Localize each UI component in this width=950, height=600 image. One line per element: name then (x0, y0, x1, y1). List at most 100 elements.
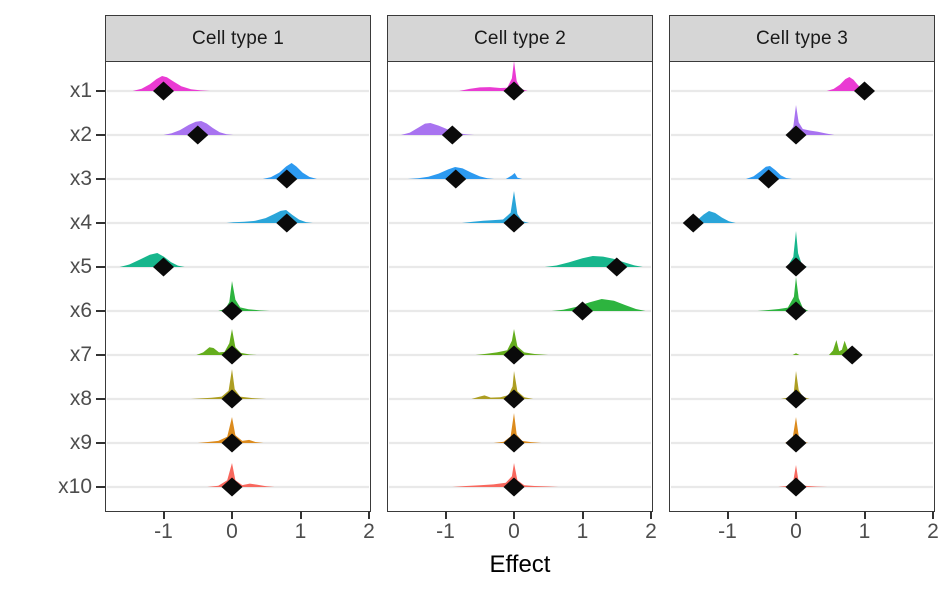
panel-canvas (670, 76, 933, 496)
facet-strip-cell-type-3: Cell type 3 (669, 15, 935, 62)
estimate-diamond-x7 (503, 345, 524, 364)
x-axis-tick (231, 511, 233, 519)
density-x2 (786, 104, 834, 135)
density-x5 (119, 252, 185, 267)
x-axis-tick (863, 511, 866, 519)
x-axis-tick-label: 1 (858, 520, 871, 543)
estimate-diamond-x1 (853, 81, 875, 100)
y-axis-tick (96, 310, 105, 312)
y-axis-label-x8: x8 (69, 387, 92, 410)
estimate-diamond-x6 (221, 301, 242, 320)
estimate-diamond-x2 (441, 125, 463, 144)
density-x9 (197, 416, 263, 443)
y-axis-label-x2: x2 (69, 123, 92, 146)
density-x4 (226, 209, 313, 223)
estimate-diamond-x4 (682, 213, 704, 232)
x-axis-tick-label: 1 (576, 520, 589, 543)
facet-strip-cell-type-2: Cell type 2 (387, 15, 653, 62)
y-axis-tick (96, 398, 105, 400)
estimate-diamond-x10 (503, 477, 524, 496)
density-x6 (551, 298, 645, 311)
estimate-diamond-x2 (186, 125, 208, 144)
x-axis-tick-label: -1 (436, 520, 455, 543)
x-axis-tick (932, 511, 934, 519)
y-axis-label-x7: x7 (69, 343, 92, 366)
y-axis-label-x4: x4 (69, 211, 92, 234)
x-axis-tick (299, 511, 302, 519)
estimate-diamond-x8 (221, 389, 242, 408)
density-x6 (217, 280, 270, 311)
y-axis-tick (96, 90, 105, 92)
density-x8 (471, 370, 533, 399)
x-axis-tick (650, 511, 652, 519)
density-x5 (544, 255, 643, 267)
x-axis-tick-label: 2 (363, 520, 375, 543)
estimate-diamond-x3 (275, 169, 297, 188)
density-x1 (458, 62, 528, 91)
y-axis-label-x1: x1 (69, 79, 92, 102)
estimate-diamond-x5 (605, 257, 627, 276)
y-axis-label-x6: x6 (69, 299, 92, 322)
density-x7 (475, 328, 548, 355)
y-axis-tick (96, 134, 105, 136)
density-x7 (195, 328, 257, 355)
y-axis-label-x5: x5 (69, 255, 92, 278)
estimate-diamond-x7 (221, 345, 242, 364)
facet-strip-label: Cell type 1 (192, 27, 284, 49)
x-axis-tick (581, 511, 584, 519)
facet-strip-label: Cell type 2 (474, 27, 566, 49)
density-x4 (690, 210, 736, 223)
x-axis-tick-label: -1 (718, 520, 737, 543)
panel-cell-type-2 (387, 61, 653, 512)
density-x10 (206, 462, 274, 487)
density-x3 (407, 166, 522, 179)
estimate-diamond-x6 (785, 301, 806, 320)
x-axis-tick (795, 511, 797, 519)
y-axis-tick (96, 354, 105, 356)
x-axis-tick-label: 0 (508, 520, 520, 543)
x-axis-tick (368, 511, 370, 519)
estimate-diamond-x10 (221, 477, 242, 496)
density-x2 (400, 122, 474, 135)
y-axis-tick (96, 266, 105, 268)
facet-strip-cell-type-1: Cell type 1 (105, 15, 371, 62)
x-axis-tick (162, 511, 165, 519)
panel-cell-type-1 (105, 61, 371, 512)
x-axis-tick-label: 0 (226, 520, 238, 543)
x-axis-tick-label: -1 (154, 520, 173, 543)
x-axis-tick-label: 0 (790, 520, 802, 543)
density-x10 (451, 462, 558, 487)
x-axis-title: Effect (489, 551, 551, 578)
density-x8 (780, 370, 810, 399)
density-x1 (826, 76, 866, 91)
panel-canvas (388, 62, 651, 496)
estimate-diamond-x1 (152, 81, 174, 100)
estimate-diamond-x4 (503, 213, 524, 232)
y-axis-tick (96, 178, 105, 180)
estimate-diamond-x9 (503, 433, 524, 452)
density-x4 (461, 190, 529, 223)
y-axis-label-x9: x9 (69, 431, 92, 454)
density-x5 (786, 230, 807, 267)
x-axis-tick-label: 2 (927, 520, 939, 543)
y-axis-tick (96, 222, 105, 224)
density-x9 (784, 416, 808, 443)
estimate-diamond-x5 (152, 257, 174, 276)
estimate-diamond-x3 (757, 169, 779, 188)
estimate-diamond-x1 (503, 81, 524, 100)
y-axis-label-x3: x3 (69, 167, 92, 190)
estimate-diamond-x3 (444, 169, 466, 188)
estimate-diamond-x2 (785, 125, 806, 144)
estimate-diamond-x4 (275, 213, 297, 232)
estimate-diamond-x9 (785, 433, 806, 452)
facet-strip-label: Cell type 3 (756, 27, 848, 49)
estimate-diamond-x6 (571, 301, 593, 320)
panel-canvas (106, 75, 369, 496)
x-axis-tick (444, 511, 447, 519)
x-axis-tick (513, 511, 515, 519)
x-axis-tick (726, 511, 729, 519)
y-axis-tick (96, 486, 105, 488)
x-axis-tick-label: 1 (294, 520, 307, 543)
density-x1 (132, 75, 210, 91)
estimate-diamond-x8 (503, 389, 524, 408)
